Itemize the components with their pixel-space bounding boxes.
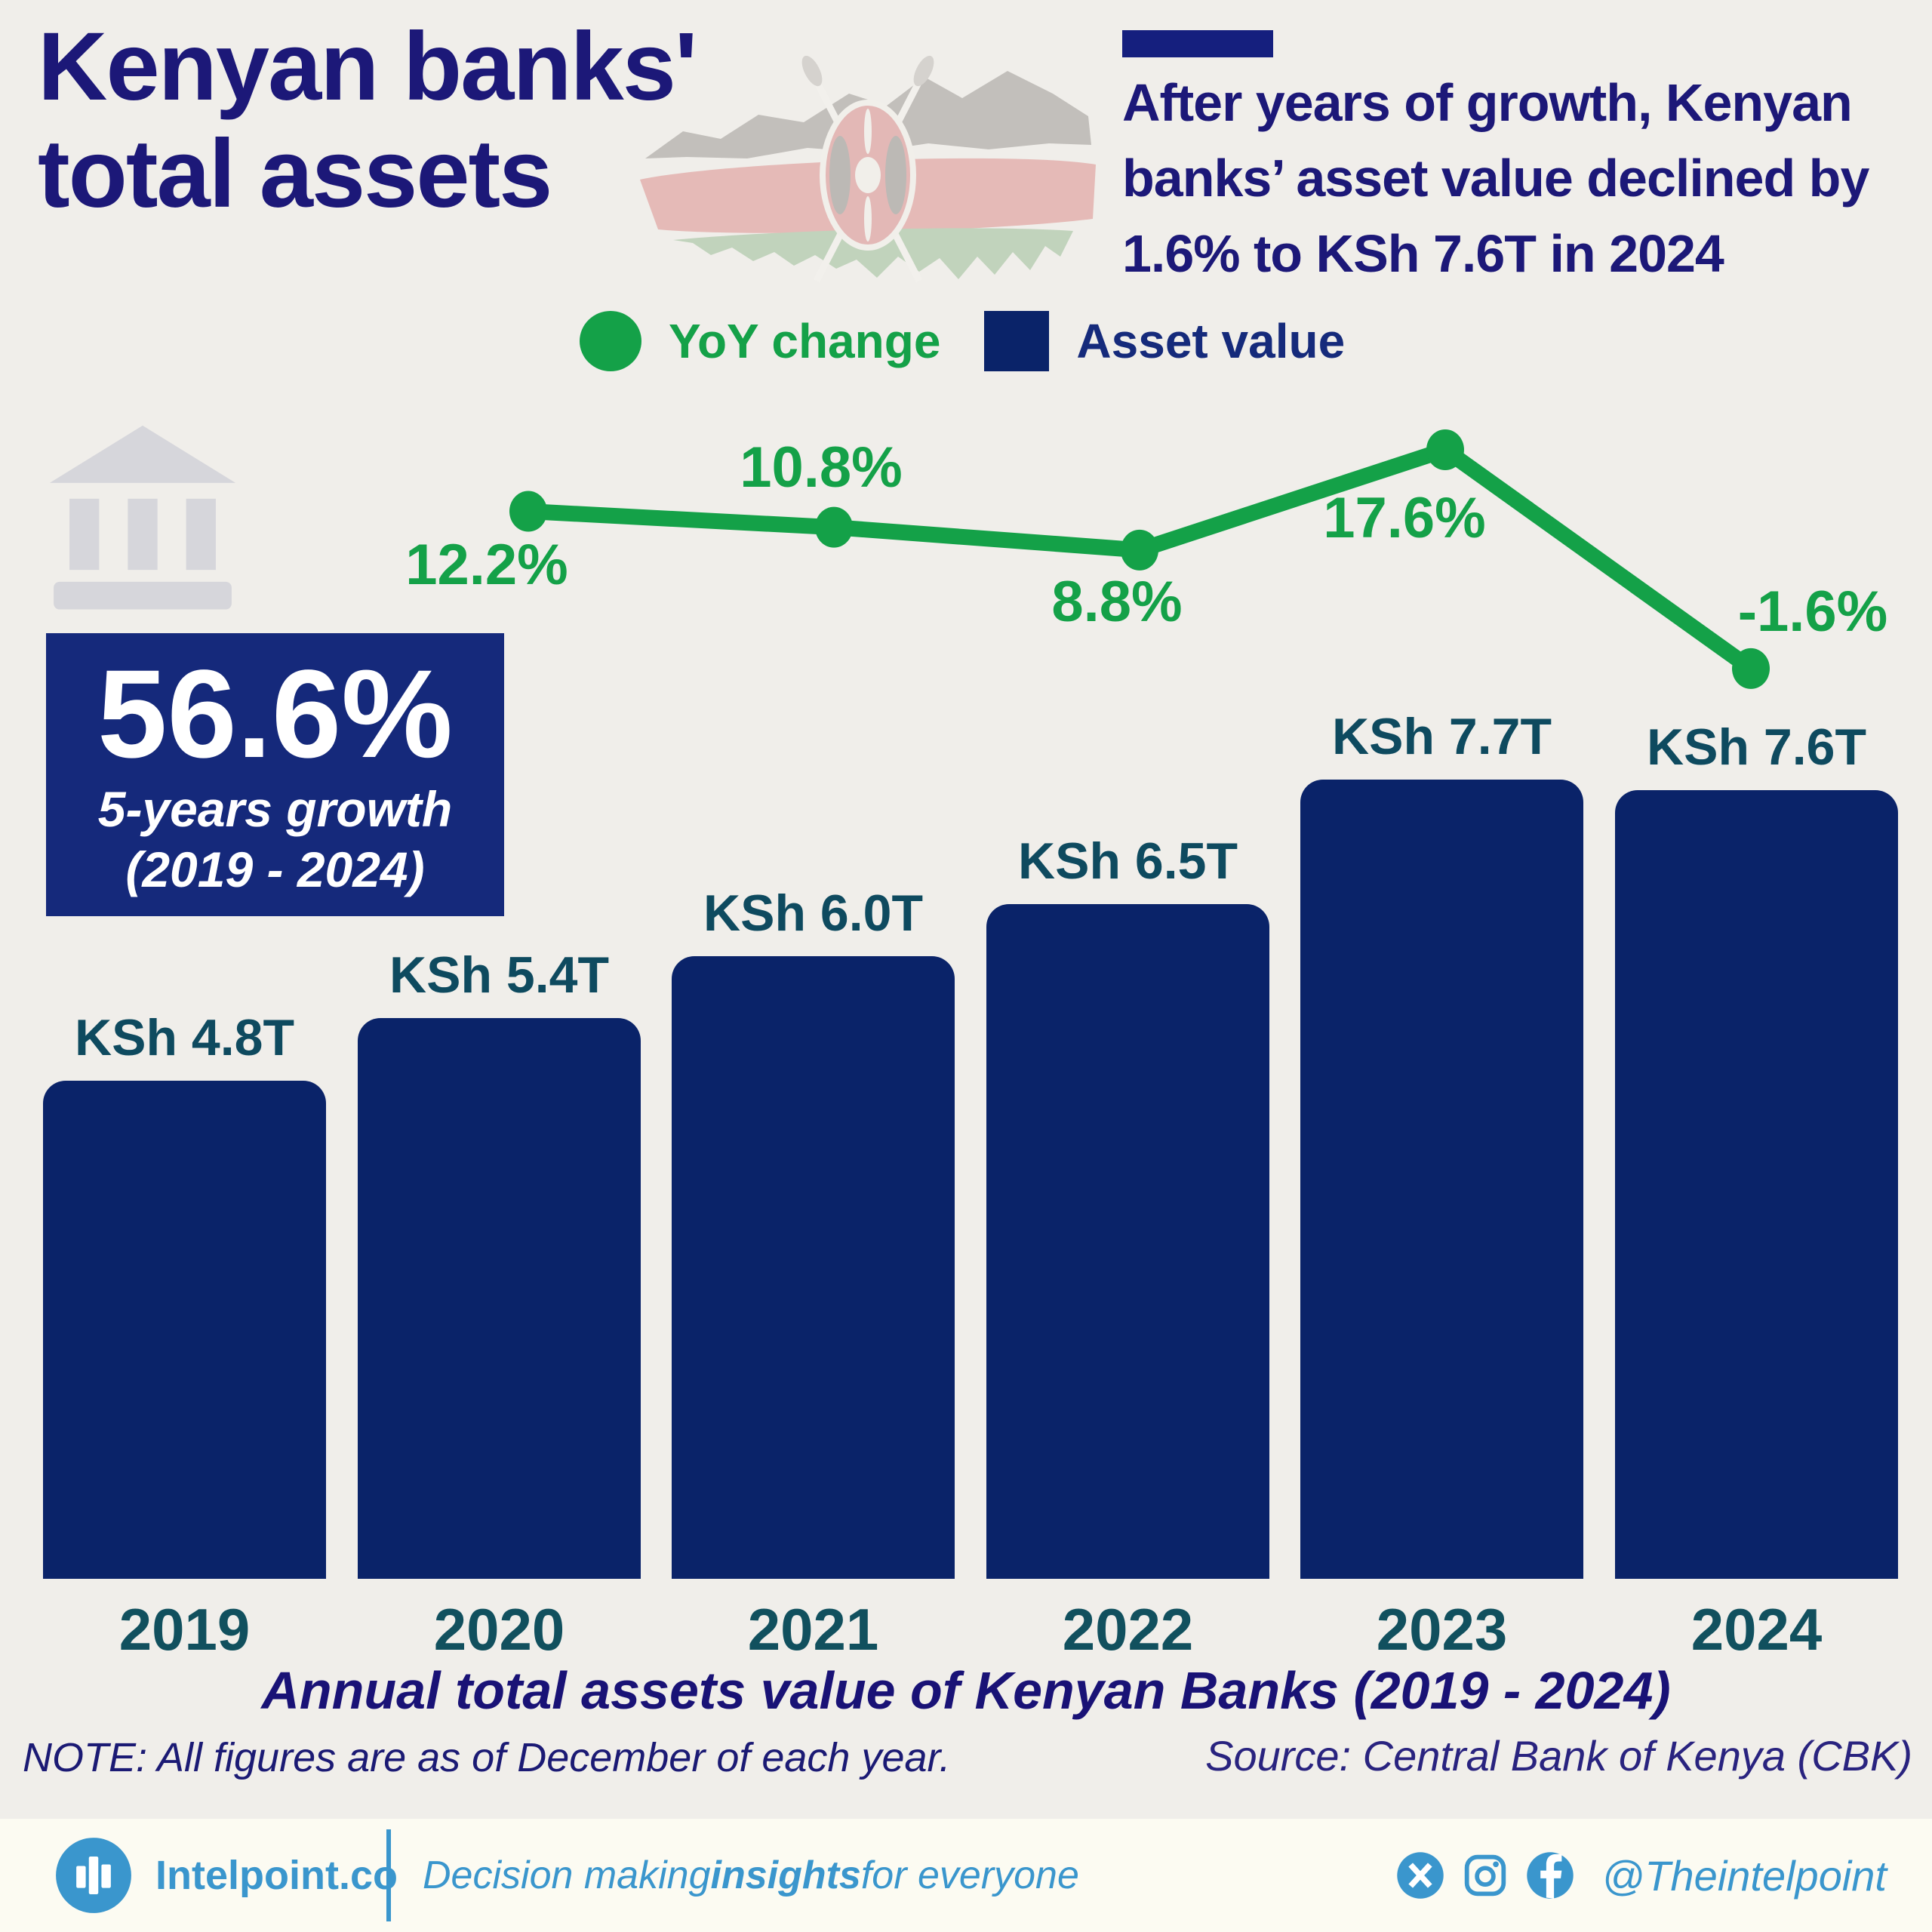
intelpoint-logo-icon (56, 1838, 131, 1913)
yoy-point-2021 (815, 506, 853, 548)
headline-line1: After years of growth, Kenyan (1122, 73, 1853, 132)
kenya-flag-image (640, 55, 1096, 283)
footer-brand-group: Intelpoint.co (54, 1819, 398, 1932)
page-title-line1: Kenyan banks' (38, 13, 697, 121)
footer: Intelpoint.co Decision making insights f… (0, 1819, 1932, 1932)
page-title: Kenyan banks' total assets (38, 13, 697, 228)
footer-social-group: @Theintelpoint (1396, 1819, 1887, 1932)
headline-line3: 1.6% to KSh 7.6T in 2024 (1122, 224, 1724, 283)
footer-tagline: Decision making insights for everyone (423, 1819, 1079, 1932)
tagline-post: for everyone (860, 1854, 1079, 1897)
footer-divider (386, 1829, 391, 1921)
tagline-pre: Decision making (423, 1854, 711, 1897)
growth-label-line1: 5-years growth (97, 780, 453, 837)
growth-label-line2: (2019 - 2024) (125, 841, 425, 897)
yoy-change-marker-icon (580, 311, 641, 371)
page-title-line2: total assets (38, 120, 552, 228)
chart-caption: Annual total assets value of Kenyan Bank… (261, 1661, 1671, 1720)
legend-label-yoy-change: YoY change (669, 314, 941, 368)
growth-box: 56.6% 5-years growth (2019 - 2024) (46, 633, 504, 916)
social-handle[interactable]: @Theintelpoint (1601, 1851, 1887, 1900)
yoy-point-2023 (1426, 429, 1464, 470)
brand-name[interactable]: Intelpoint.co (155, 1853, 398, 1898)
growth-value: 56.6% (97, 644, 453, 784)
yoy-point-2020 (509, 491, 547, 532)
facebook-icon[interactable] (1526, 1851, 1574, 1900)
yoy-point-2022 (1121, 529, 1158, 571)
headline: After years of growth, Kenyan banks’ ass… (1122, 65, 1930, 291)
headline-line2: banks’ asset value declined by (1122, 149, 1869, 208)
legend-item-yoy-change: YoY change (580, 311, 940, 371)
chart-legend: YoY change Asset value (580, 311, 1345, 371)
instagram-icon[interactable] (1461, 1851, 1509, 1900)
x-twitter-icon[interactable] (1396, 1851, 1444, 1900)
footnote: NOTE: All figures are as of December of … (23, 1735, 951, 1780)
asset-value-marker-icon (984, 311, 1050, 371)
legend-item-asset-value: Asset value (984, 311, 1345, 371)
source-credit: Source: Central Bank of Kenya (CBK) (1205, 1732, 1912, 1780)
headline-accent-dash (1122, 30, 1273, 57)
legend-label-asset-value: Asset value (1076, 314, 1346, 368)
tagline-bold: insights (710, 1854, 861, 1897)
yoy-point-2024 (1732, 648, 1770, 689)
bank-icon (49, 425, 236, 610)
